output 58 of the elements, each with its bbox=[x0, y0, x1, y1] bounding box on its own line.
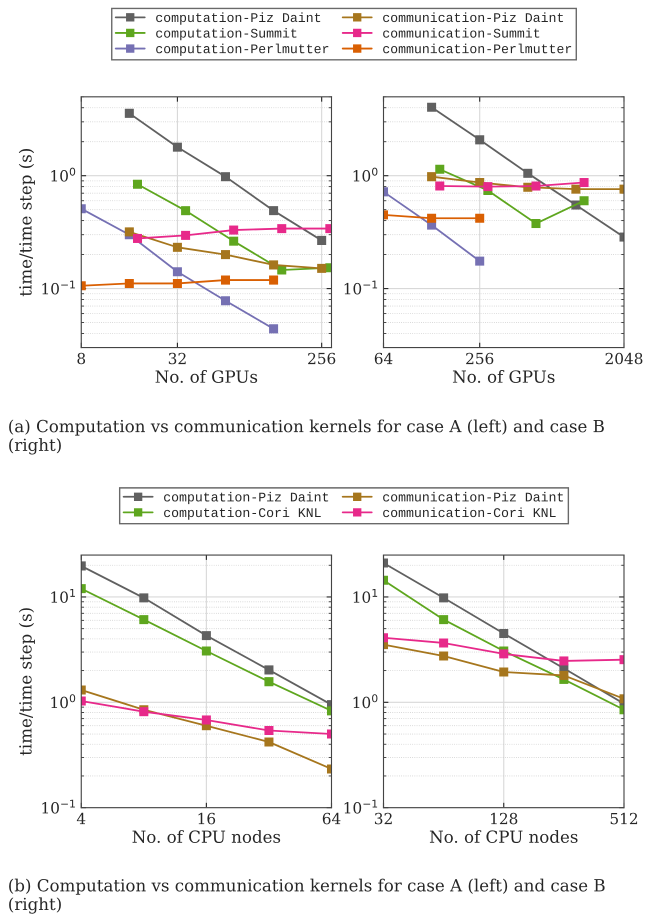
point bbox=[559, 656, 568, 666]
point bbox=[559, 670, 568, 680]
x-tick-label: 64 bbox=[374, 352, 392, 364]
point bbox=[264, 665, 274, 674]
x-tick-label: 64 bbox=[322, 812, 340, 824]
point bbox=[139, 615, 148, 624]
point bbox=[139, 593, 148, 602]
y-tick-label: 10$^{0}$ bbox=[51, 168, 76, 182]
legend-label: communication-Piz Daint bbox=[383, 12, 564, 22]
point bbox=[439, 638, 448, 648]
legend-label: communication-Piz Daint bbox=[383, 492, 564, 502]
x-tick-label: 32 bbox=[168, 352, 186, 364]
y-tick-label: 10$^{−1}$ bbox=[42, 280, 75, 294]
y-tick-label: 10$^{−1}$ bbox=[344, 800, 378, 814]
x-tick-label: 256 bbox=[308, 352, 336, 364]
point bbox=[439, 652, 448, 661]
text: (a) Computation vs communication kernels for case A (left) and case B (right) bbox=[9, 420, 604, 455]
y-tick-label: 10$^{0}$ bbox=[51, 694, 76, 708]
x-tick-label: 256 bbox=[466, 352, 494, 364]
y-tick-label: 10$^{0}$ bbox=[354, 168, 378, 182]
x-axis-title: No. of CPU nodes bbox=[430, 830, 578, 843]
point bbox=[439, 615, 448, 624]
point bbox=[499, 628, 508, 638]
legend-label: computation-Piz Daint bbox=[164, 492, 328, 504]
point bbox=[264, 737, 274, 747]
point bbox=[499, 667, 508, 677]
y-tick-label: 10$^{0}$ bbox=[354, 694, 378, 708]
x-tick-label: 8 bbox=[77, 352, 86, 364]
legend-label: communication-Cori KNL bbox=[383, 507, 556, 518]
legend-label: computation-Summit bbox=[156, 28, 296, 40]
text: (b) Computation vs communication kernels for case A (left) and case B (right) bbox=[9, 878, 605, 914]
x-tick-label: 512 bbox=[610, 812, 638, 824]
point bbox=[439, 593, 448, 602]
point bbox=[499, 649, 508, 658]
x-tick-label: 32 bbox=[374, 812, 392, 824]
y-tick-label: 10$^{1}$ bbox=[51, 589, 75, 603]
x-axis-title: No. of CPU nodes bbox=[132, 830, 280, 843]
legend-label: computation-Cori KNL bbox=[164, 507, 321, 520]
x-tick-label: 4 bbox=[76, 812, 86, 824]
legend-label: computation-Piz Daint bbox=[156, 12, 320, 25]
y-tick-label: 10$^{−1}$ bbox=[42, 800, 75, 814]
point bbox=[202, 646, 211, 656]
x-tick-label: 16 bbox=[198, 812, 216, 824]
y-tick-label: 10$^{−1}$ bbox=[344, 280, 378, 294]
x-axis-title: No. of GPUs bbox=[452, 370, 555, 383]
y-tick-label: 10$^{1}$ bbox=[354, 589, 378, 603]
x-tick-label: 2048 bbox=[606, 352, 642, 364]
point bbox=[264, 677, 274, 686]
x-axis-title: No. of GPUs bbox=[156, 370, 258, 383]
point bbox=[202, 715, 211, 724]
y-axis-title: time/time step (s) bbox=[18, 608, 35, 756]
x-tick-label: 128 bbox=[491, 812, 518, 824]
legend-label: computation-Perlmutter bbox=[156, 44, 328, 56]
point bbox=[202, 631, 211, 640]
point bbox=[264, 726, 274, 736]
legend-label: communication-Summit bbox=[383, 28, 540, 38]
legend-label: communication-Perlmutter bbox=[383, 44, 572, 54]
y-axis-title: time/time step (s) bbox=[18, 149, 35, 296]
